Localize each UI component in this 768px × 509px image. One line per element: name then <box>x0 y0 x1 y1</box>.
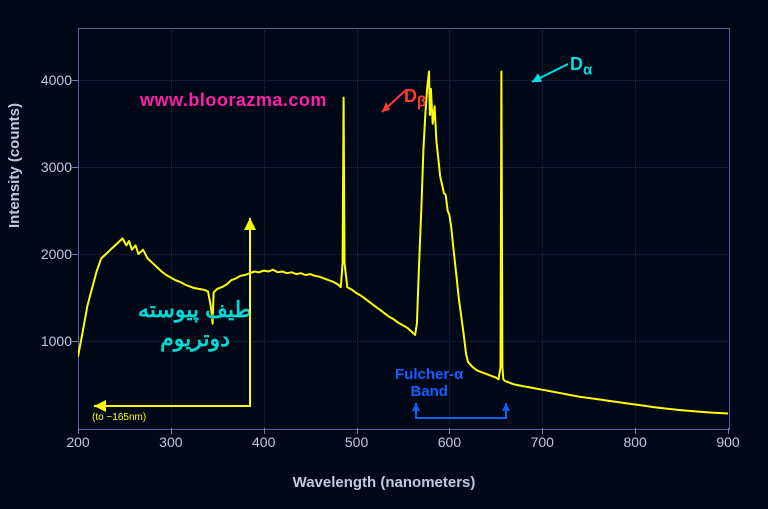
x-tick-label: 800 <box>623 434 646 450</box>
continuum-arrows-icon <box>82 218 258 428</box>
x-tick-label: 700 <box>531 434 554 450</box>
x-tick-label: 400 <box>252 434 275 450</box>
y-tick-label: 1000 <box>41 333 72 349</box>
y-tick-label: 4000 <box>41 72 72 88</box>
x-tick-label: 500 <box>345 434 368 450</box>
x-axis-label: Wavelength (nanometers) <box>293 474 476 491</box>
x-tick-label: 300 <box>159 434 182 450</box>
fulcher-bracket-icon <box>412 400 512 428</box>
y-tick-label: 3000 <box>41 159 72 175</box>
watermark-text: www.bloorazma.com <box>140 90 327 111</box>
chart-container: 1000 2000 3000 4000 200 300 400 500 600 700 800 900… <box>0 0 768 509</box>
uv-note: (to ~165nm) <box>92 412 146 423</box>
fulcher-label: Fulcher-α Band <box>395 366 463 401</box>
x-tick-label: 200 <box>66 434 89 450</box>
d-beta-arrow-icon <box>370 80 420 120</box>
y-axis-label: Intensity (counts) <box>6 103 23 228</box>
x-tick-label: 600 <box>438 434 461 450</box>
d-alpha-arrow-icon <box>520 56 576 90</box>
x-tick-label: 900 <box>716 434 739 450</box>
y-tick-label: 2000 <box>41 246 72 262</box>
